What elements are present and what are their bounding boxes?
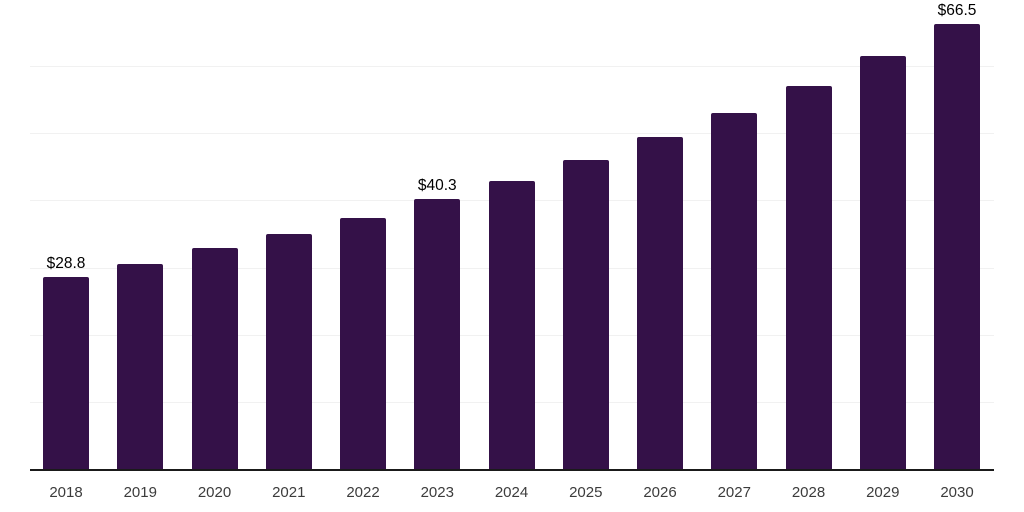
x-axis-tick-label: 2021 bbox=[272, 484, 306, 501]
x-axis-tick-label: 2027 bbox=[717, 484, 751, 501]
bar-2018 bbox=[43, 276, 89, 470]
bar-2021 bbox=[265, 234, 312, 470]
x-axis-tick-label: 2020 bbox=[197, 484, 232, 501]
x-axis-tick-label: 2028 bbox=[791, 484, 826, 501]
bar-2030 bbox=[934, 23, 980, 470]
bar-2020 bbox=[191, 248, 238, 470]
x-axis-tick-label: 2022 bbox=[346, 484, 380, 501]
x-axis: 2018 2019 2020 2021 2022 2023 2024 2025 2026 2027… bbox=[0, 484, 1024, 508]
bar-value-label: $28.8 bbox=[46, 254, 86, 272]
bar-2019 bbox=[117, 263, 164, 470]
bar-2025 bbox=[562, 159, 609, 470]
bar-2024 bbox=[488, 181, 535, 470]
gridline bbox=[30, 66, 994, 68]
bar-2026 bbox=[637, 136, 683, 470]
x-axis-tick-label: 2024 bbox=[494, 484, 529, 501]
plot-area: $28.8 $40.3 $66.5 bbox=[30, 0, 994, 471]
x-axis-line bbox=[30, 469, 994, 471]
x-axis-tick-label: 2026 bbox=[643, 484, 677, 501]
bar-2022 bbox=[340, 217, 386, 470]
x-axis-tick-label: 2019 bbox=[123, 484, 157, 501]
bar-2028 bbox=[785, 85, 832, 470]
bar-value-label: $40.3 bbox=[417, 177, 457, 195]
x-axis-tick-label: 2023 bbox=[420, 484, 454, 501]
x-axis-tick-label: 2029 bbox=[866, 484, 900, 501]
bar-value-label: $66.5 bbox=[937, 1, 977, 19]
x-axis-tick-label: 2030 bbox=[940, 484, 974, 501]
x-axis-tick-label: 2025 bbox=[569, 484, 603, 501]
bar-2023 bbox=[414, 199, 461, 470]
bar-2029 bbox=[859, 55, 906, 470]
bar-2027 bbox=[711, 112, 758, 470]
x-axis-tick-label: 2018 bbox=[49, 484, 83, 501]
gridline bbox=[30, 133, 994, 135]
